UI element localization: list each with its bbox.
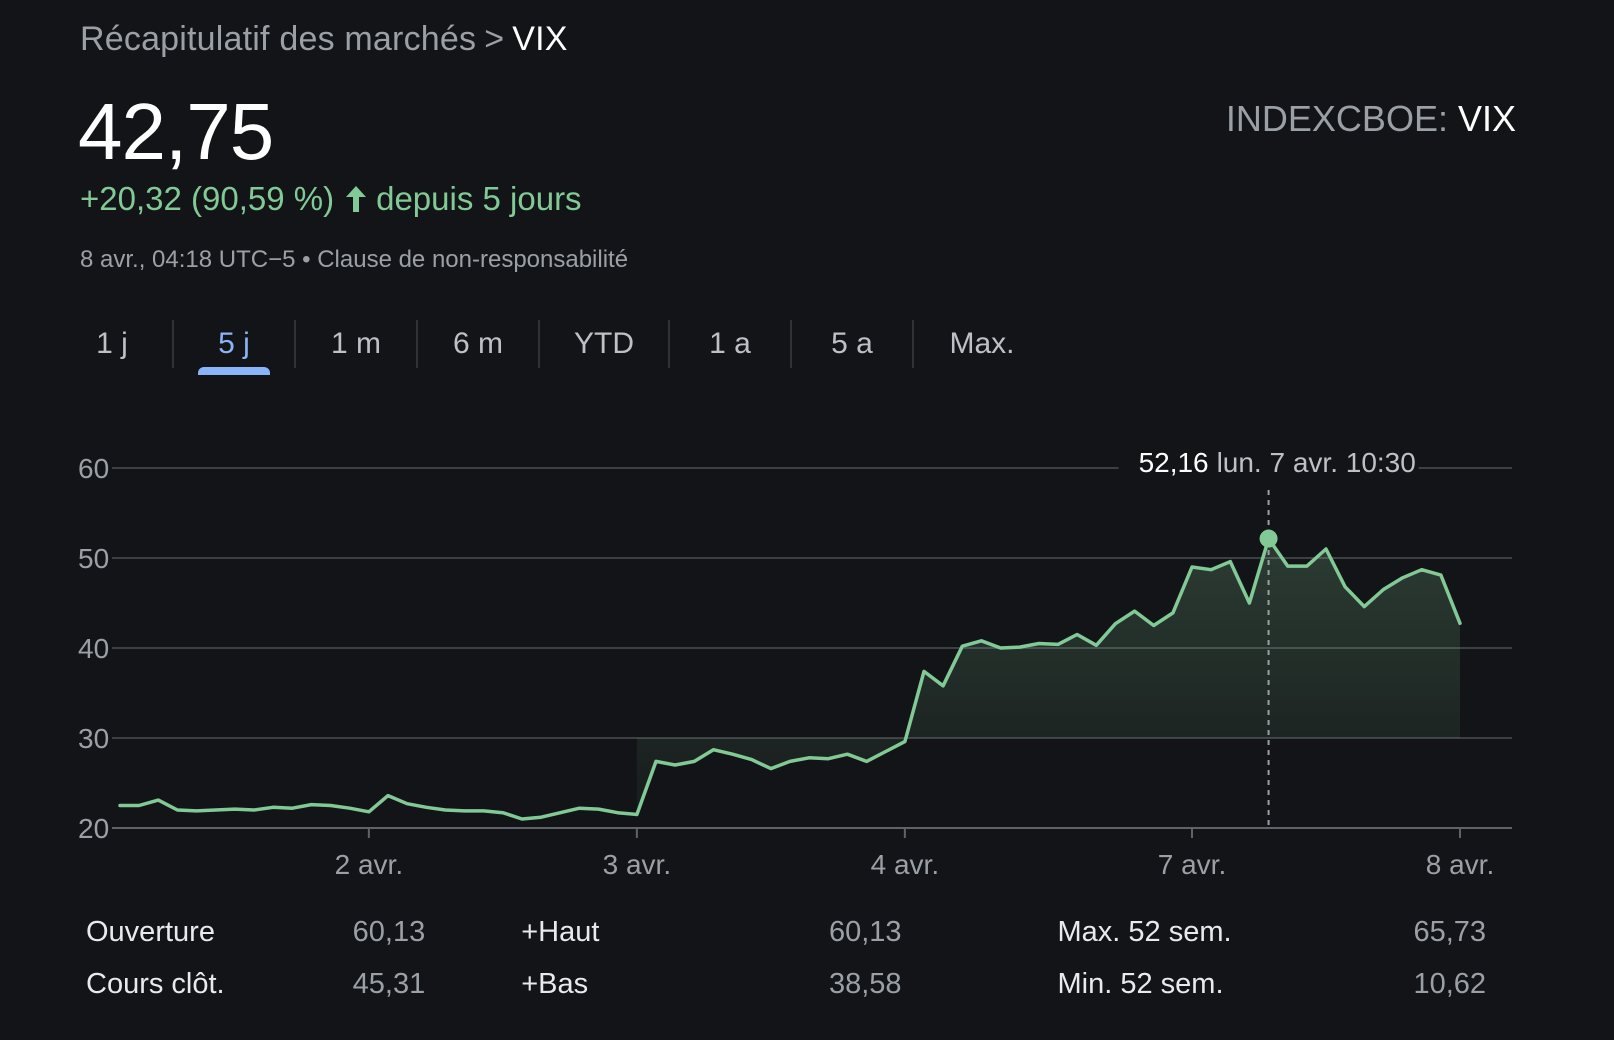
- tab-divider: [912, 320, 914, 368]
- tab-divider: [668, 320, 670, 368]
- stats-row: Cours clôt. 45,31 +Bas 38,58 Min. 52 sem…: [86, 958, 1486, 1010]
- stats-row: Ouverture 60,13 +Haut 60,13 Max. 52 sem.…: [86, 906, 1486, 958]
- tooltip-box: [1118, 434, 1419, 490]
- stat-value-low: 38,58: [828, 967, 902, 1000]
- tab-divider: [416, 320, 418, 368]
- change-period: depuis 5 jours: [376, 180, 582, 217]
- tooltip-value: 52,16: [1139, 447, 1209, 478]
- hover-point: [1259, 529, 1278, 548]
- breadcrumb-current: VIX: [512, 20, 568, 58]
- exchange-prefix: INDEXCBOE:: [1225, 98, 1448, 139]
- stat-label-prev-close: Cours clôt.: [86, 967, 225, 1000]
- stat-label-open: Ouverture: [86, 915, 215, 948]
- y-tick-label: 40: [78, 633, 109, 664]
- stat-value-open: 60,13: [352, 915, 426, 948]
- tab-1-month[interactable]: 1 m: [330, 327, 381, 360]
- x-tick-label: 3 avr.: [603, 849, 671, 880]
- tab-divider: [172, 320, 174, 368]
- timestamp: 8 avr., 04:18 UTC−5: [80, 246, 296, 273]
- disclaimer-link[interactable]: Clause de non-responsabilité: [317, 246, 629, 273]
- stat-value-high: 60,13: [828, 915, 902, 948]
- tab-5-years[interactable]: 5 a: [831, 327, 873, 360]
- tab-divider: [790, 320, 792, 368]
- current-price: 42,75: [78, 87, 274, 176]
- y-tick-label: 60: [78, 453, 109, 484]
- tab-ytd[interactable]: YTD: [574, 327, 634, 360]
- stats-table: Ouverture 60,13 +Haut 60,13 Max. 52 sem.…: [86, 906, 1486, 1010]
- breadcrumb-parent-link[interactable]: Récapitulatif des marchés: [80, 20, 477, 58]
- exchange-symbol: INDEXCBOE: VIX: [1226, 98, 1516, 140]
- price-change: +20,32 (90,59 %) depuis 5 jours: [80, 180, 582, 218]
- stat-value-52w-high: 65,73: [1413, 915, 1487, 948]
- tab-5-days[interactable]: 5 j: [174, 318, 294, 370]
- y-tick-label: 30: [78, 723, 109, 754]
- x-tick-label: 4 avr.: [871, 849, 939, 880]
- breadcrumb-separator: >: [484, 20, 505, 58]
- stat-label-52w-low: Min. 52 sem.: [1057, 967, 1224, 1000]
- tab-6-months[interactable]: 6 m: [452, 327, 503, 360]
- range-tabs: 1 j 5 j 1 m 6 m YTD 1 a 5 a Max.: [80, 318, 1050, 370]
- stat-label-high: +Haut: [521, 915, 600, 948]
- timestamp-line: 8 avr., 04:18 UTC−5 • Clause de non-resp…: [80, 246, 628, 274]
- breadcrumb: Récapitulatif des marchés > VIX: [80, 20, 568, 59]
- series-line: [118, 536, 1462, 821]
- tab-1-year[interactable]: 1 a: [709, 327, 751, 360]
- stat-value-52w-low: 10,62: [1413, 967, 1487, 1000]
- area-fill: [636, 538, 1460, 815]
- tab-1-day[interactable]: 1 j: [96, 327, 128, 360]
- tab-divider: [538, 320, 540, 368]
- ticker-symbol: VIX: [1457, 98, 1516, 139]
- bullet: •: [302, 246, 311, 273]
- x-tick-label: 2 avr.: [335, 849, 403, 880]
- stat-label-low: +Bas: [521, 967, 589, 1000]
- change-amount: +20,32 (90,59 %): [80, 180, 335, 217]
- tab-max[interactable]: Max.: [949, 327, 1015, 360]
- tooltip-label: lun. 7 avr. 10:30: [1217, 447, 1416, 478]
- arrow-up-icon: [346, 186, 367, 212]
- stat-label-52w-high: Max. 52 sem.: [1057, 915, 1232, 948]
- x-tick-label: 7 avr.: [1158, 849, 1226, 880]
- price-chart[interactable]: 60 50 40 30 20 2 avr. 3 avr. 4 avr. 7 avr. 8 avr.…: [0, 420, 1614, 880]
- x-tick-label: 8 avr.: [1426, 849, 1494, 880]
- stat-value-prev-close: 45,31: [352, 967, 426, 1000]
- y-tick-label: 20: [78, 813, 109, 844]
- tab-divider: [294, 320, 296, 368]
- y-tick-label: 50: [78, 543, 109, 574]
